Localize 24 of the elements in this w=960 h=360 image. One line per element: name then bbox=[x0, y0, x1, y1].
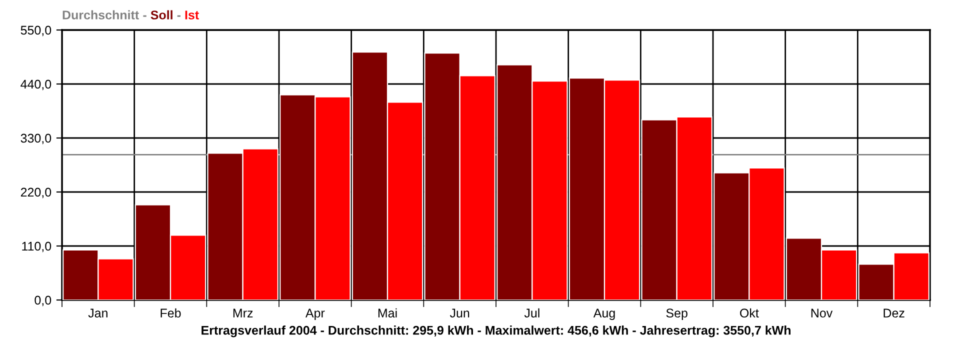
y-tick-label: 110,0 bbox=[22, 242, 52, 252]
x-axis-title: Ertragsverlauf 2004 - Durchschnitt: 295,9 kWh - Maximalwert: 456,6 kWh - Jahresertrag: 3550,7 kWh bbox=[202, 326, 790, 338]
y-tick-label: 550,0 bbox=[20, 26, 52, 36]
x-tick-label: Mai bbox=[378, 308, 397, 318]
text: - bbox=[177, 15, 181, 17]
x-tick-label: Jul bbox=[524, 308, 540, 318]
text: Soll bbox=[150, 10, 172, 20]
x-tick-label: Sep bbox=[666, 308, 688, 320]
y-tick-label: 440,0 bbox=[20, 80, 52, 90]
text: - bbox=[143, 15, 146, 17]
ref-line-label: Durchschnitt bbox=[62, 10, 139, 20]
x-tick-label: Nov bbox=[811, 308, 833, 318]
x-tick-label: Feb bbox=[160, 308, 181, 318]
x-tick-label: Dez bbox=[884, 308, 904, 318]
x-tick-label: Aug bbox=[593, 308, 615, 320]
x-tick-label: Jun bbox=[450, 308, 470, 318]
text: Ist bbox=[185, 10, 199, 20]
y-tick-label: 220,0 bbox=[20, 188, 52, 198]
y-tick-label: 330,0 bbox=[20, 134, 52, 144]
x-tick-label: Apr bbox=[305, 308, 325, 320]
x-tick-label: Okt bbox=[740, 308, 759, 318]
x-tick-label: Mrz bbox=[233, 308, 253, 318]
y-tick-label: 0,0 bbox=[34, 296, 52, 306]
x-tick-label: Jan bbox=[88, 308, 108, 318]
